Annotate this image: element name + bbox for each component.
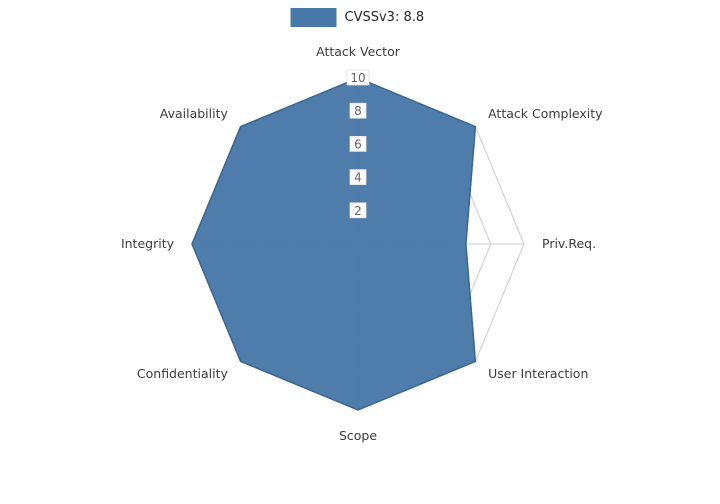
- axis-label-integrity: Integrity: [121, 236, 175, 251]
- axis-label-priv-req: Priv.Req.: [542, 236, 596, 251]
- tick-label-bg: [349, 135, 367, 152]
- legend-label: CVSSv3: 8.8: [344, 10, 425, 25]
- axis-label-availability: Availability: [160, 106, 229, 121]
- tick-label-bg: [346, 69, 370, 86]
- tick-label: 10: [350, 71, 365, 85]
- tick-label-bg: [349, 102, 367, 119]
- axis-label-user-interaction: User Interaction: [488, 366, 588, 381]
- axis-label-attack-complexity: Attack Complexity: [488, 106, 603, 121]
- legend-swatch: [290, 8, 337, 27]
- data-polygon: [191, 77, 477, 411]
- legend: CVSSv3: 8.8: [290, 8, 425, 27]
- tick-label: 8: [354, 104, 362, 118]
- axis-label-scope: Scope: [339, 428, 377, 443]
- tick-label: 4: [354, 171, 362, 185]
- tick-label-bg: [349, 202, 367, 219]
- axis-label-confidentiality: Confidentiality: [137, 366, 229, 381]
- tick-label: 2: [354, 204, 362, 218]
- tick-label-bg: [349, 169, 367, 186]
- tick-label: 6: [354, 137, 362, 151]
- axis-label-attack-vector: Attack Vector: [316, 44, 401, 59]
